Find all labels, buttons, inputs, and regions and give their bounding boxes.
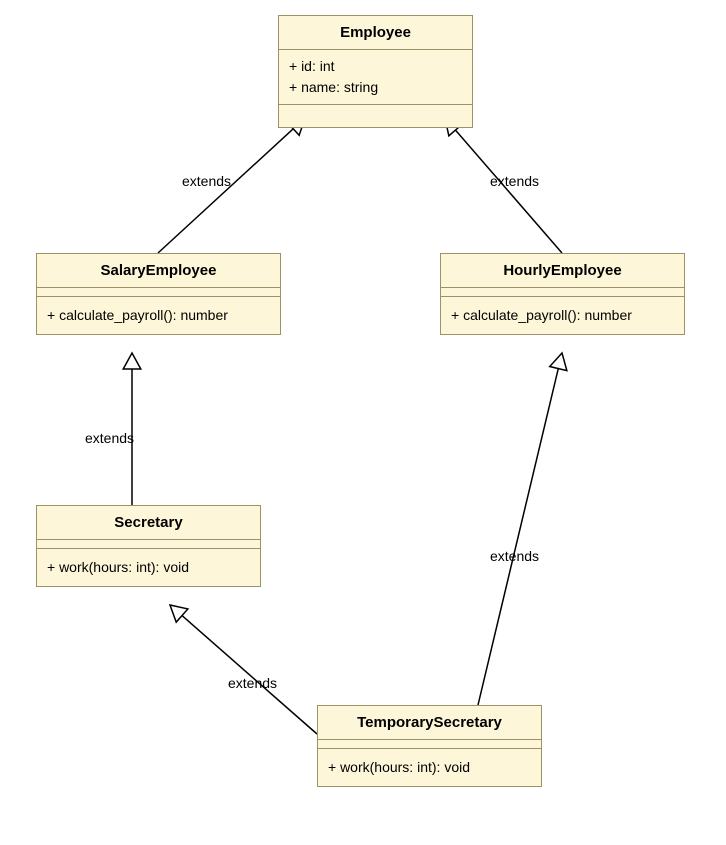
- class-methods: + work(hours: int): void: [37, 549, 260, 586]
- class-attributes: [37, 540, 260, 549]
- class-methods: + work(hours: int): void: [318, 749, 541, 786]
- class-hourly: HourlyEmployee + calculate_payroll(): num…: [440, 253, 685, 335]
- arrowhead-icon: [123, 353, 141, 369]
- arrowhead-icon: [550, 353, 567, 371]
- edge-label: extends: [228, 675, 277, 691]
- arrowhead-icon: [170, 605, 188, 622]
- class-methods: + calculate_payroll(): number: [441, 297, 684, 334]
- class-attributes: + id: int+ name: string: [279, 50, 472, 105]
- attribute: + name: string: [289, 77, 462, 98]
- edge-hourly-to-employee: [455, 130, 562, 253]
- class-attributes: [441, 288, 684, 297]
- class-methods: + calculate_payroll(): number: [37, 297, 280, 334]
- method: + work(hours: int): void: [328, 757, 531, 778]
- class-secretary: Secretary + work(hours: int): void: [36, 505, 261, 587]
- method: + work(hours: int): void: [47, 557, 250, 578]
- attribute: + id: int: [289, 56, 462, 77]
- edge-label: extends: [85, 430, 134, 446]
- edge-label: extends: [182, 173, 231, 189]
- class-name: SalaryEmployee: [37, 254, 280, 288]
- class-name: Secretary: [37, 506, 260, 540]
- class-name: TemporarySecretary: [318, 706, 541, 740]
- edge-label: extends: [490, 548, 539, 564]
- class-attributes: [37, 288, 280, 297]
- edge-temporary-to-hourly: [478, 369, 558, 705]
- class-methods: [279, 105, 472, 127]
- class-name: HourlyEmployee: [441, 254, 684, 288]
- class-employee: Employee+ id: int+ name: string: [278, 15, 473, 128]
- method: + calculate_payroll(): number: [451, 305, 674, 326]
- class-salary: SalaryEmployee + calculate_payroll(): num…: [36, 253, 281, 335]
- class-attributes: [318, 740, 541, 749]
- class-name: Employee: [279, 16, 472, 50]
- method: + calculate_payroll(): number: [47, 305, 270, 326]
- edge-salary-to-employee: [158, 129, 293, 253]
- class-temporary: TemporarySecretary + work(hours: int): vo…: [317, 705, 542, 787]
- edge-label: extends: [490, 173, 539, 189]
